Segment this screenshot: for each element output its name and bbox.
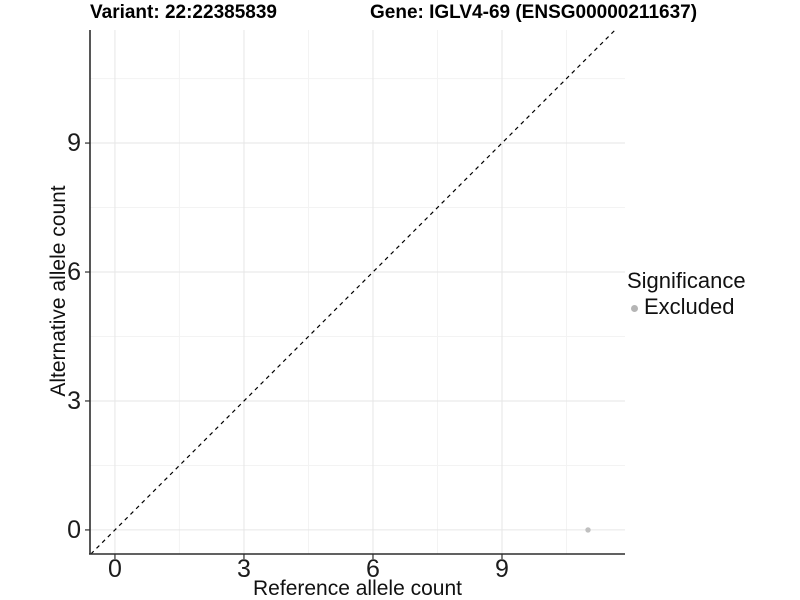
gene-title: Gene: IGLV4-69 (ENSG00000211637) [370, 2, 698, 23]
y-tick-label: 3 [67, 387, 81, 415]
legend-item-label: Excluded [644, 294, 735, 319]
x-tick-label: 6 [366, 555, 380, 583]
identity-line [90, 29, 616, 555]
y-axis-title: Alternative allele count [47, 185, 70, 397]
x-tick-label: 3 [237, 555, 251, 583]
y-tick-label: 9 [67, 129, 81, 157]
y-tick-label: 0 [67, 516, 81, 544]
x-tick-label: 9 [495, 555, 509, 583]
legend: Significance Excluded [627, 267, 746, 320]
x-tick-label: 0 [108, 555, 122, 583]
legend-item-excluded: Excluded [627, 294, 746, 320]
legend-title: Significance [627, 268, 746, 293]
y-tick-label: 6 [67, 258, 81, 286]
variant-title: Variant: 22:22385839 [90, 2, 277, 23]
data-point [585, 527, 591, 533]
excluded-point-icon [631, 304, 638, 312]
x-axis-title: Reference allele count [253, 577, 462, 600]
